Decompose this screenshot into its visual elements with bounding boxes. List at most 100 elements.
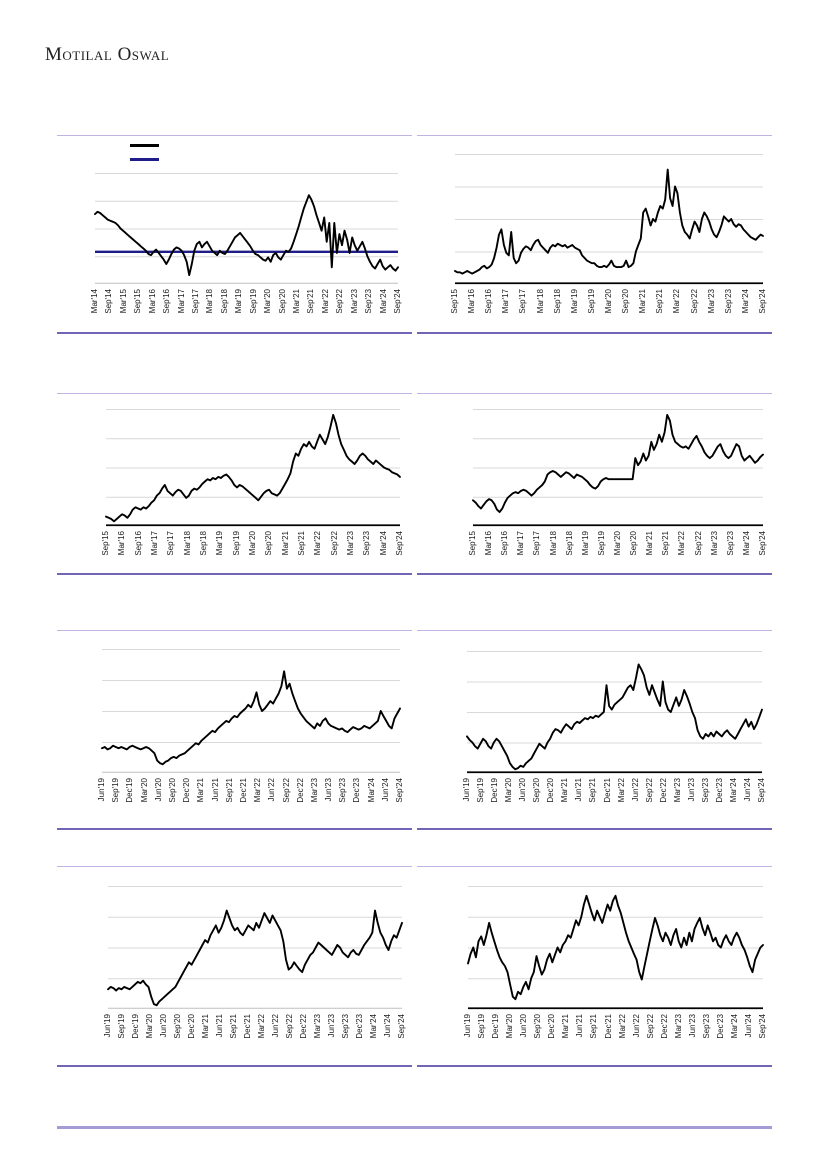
x-axis-label: Sep'21 bbox=[224, 778, 234, 803]
x-axis-label: Sep'23 bbox=[341, 1014, 350, 1039]
x-axis-label: Mar'23 bbox=[709, 531, 719, 556]
series-line bbox=[466, 663, 763, 771]
x-axis-label: Sep'23 bbox=[700, 778, 710, 803]
x-axis-label: Jun'21 bbox=[575, 1014, 585, 1038]
plot-area bbox=[105, 409, 401, 527]
x-axis-label: Jun'21 bbox=[215, 1014, 224, 1038]
x-axis-label: Sep'23 bbox=[338, 778, 348, 803]
x-axis-label: Sep'20 bbox=[621, 289, 631, 314]
x-axis-label: Mar'16 bbox=[467, 289, 477, 314]
x-axis-label: Mar'22 bbox=[257, 1014, 266, 1039]
x-axis-label: Jun'20 bbox=[159, 1014, 168, 1038]
x-axis-label: Dec'19 bbox=[490, 778, 500, 803]
x-axis-label: Dec'21 bbox=[603, 1014, 613, 1039]
x-axis-label: Sep'24 bbox=[757, 778, 766, 803]
x-axis-label: Sep'17 bbox=[532, 531, 542, 556]
x-axis-label: Mar'18 bbox=[182, 531, 192, 556]
x-axis-label: Mar'24 bbox=[378, 289, 388, 314]
x-axis-label: Jun'24 bbox=[743, 778, 752, 802]
x-axis-label: Mar'24 bbox=[740, 289, 750, 314]
x-axis-label: Sep'15 bbox=[133, 289, 143, 314]
x-axis-label: Mar'23 bbox=[672, 778, 682, 803]
plot-area bbox=[101, 649, 401, 773]
x-axis-label: Sep'21 bbox=[655, 289, 665, 314]
series-line bbox=[454, 168, 764, 275]
x-axis-label: Sep'18 bbox=[219, 289, 229, 314]
x-axis-label: Jun'19 bbox=[97, 778, 106, 802]
x-axis-label: Sep'20 bbox=[264, 531, 274, 556]
x-axis-label: Sep'21 bbox=[588, 778, 598, 803]
x-axis-label: Sep'21 bbox=[229, 1014, 238, 1039]
chart-panel-row4-left: Jun'19 Sep'19 Dec'19 Mar'20 Jun'20 Sep'20 Dec'… bbox=[57, 866, 412, 1067]
x-axis-label: Dec'22 bbox=[299, 1014, 308, 1039]
x-axis-label: Mar'20 bbox=[604, 289, 613, 314]
plot-area bbox=[107, 886, 403, 1009]
chart-panel-row4-right: Jun'19 Sep'19 Dec'19 Mar'20 Jun'20 Sep'20 Dec'… bbox=[417, 866, 772, 1067]
x-axis-label: Mar'23 bbox=[346, 531, 355, 556]
x-axis-label: Mar'23 bbox=[673, 1014, 683, 1039]
plot-area bbox=[472, 409, 764, 527]
x-axis-label: Sep'23 bbox=[362, 531, 372, 556]
x-axis-label: Sep'19 bbox=[586, 289, 596, 314]
series-line bbox=[107, 909, 403, 1007]
x-axis-label: Mar'21 bbox=[561, 1014, 571, 1039]
x-axis-label: Dec'23 bbox=[352, 778, 362, 803]
line-chart bbox=[454, 154, 764, 285]
x-axis-label: Mar'19 bbox=[580, 531, 590, 556]
x-axis-label: Jun'21 bbox=[574, 778, 584, 802]
x-axis-label: Sep'22 bbox=[285, 1014, 294, 1039]
x-axis-label: Dec'19 bbox=[131, 1014, 140, 1039]
x-axis-label: Dec'20 bbox=[182, 778, 192, 803]
x-axis-label: Sep'21 bbox=[661, 531, 671, 556]
x-axis-label: Mar'24 bbox=[366, 778, 376, 803]
x-axis-label: Mar'22 bbox=[672, 289, 682, 314]
x-axis-label: Mar'23 bbox=[706, 289, 716, 314]
x-axis-label: Jun'22 bbox=[267, 778, 277, 802]
x-axis-label: Jun'22 bbox=[271, 1014, 280, 1038]
x-axis-label: Mar'21 bbox=[560, 778, 570, 803]
series-line bbox=[101, 670, 401, 766]
x-axis-label: Sep'16 bbox=[484, 289, 494, 314]
x-axis-label: Dec'23 bbox=[355, 1014, 364, 1039]
plot-area bbox=[454, 154, 764, 285]
x-axis-label: Jun'23 bbox=[687, 1014, 697, 1038]
line-chart bbox=[105, 409, 401, 527]
x-axis-label: Mar'20 bbox=[139, 778, 149, 803]
plot-area bbox=[94, 173, 399, 284]
x-axis-label: Mar'22 bbox=[677, 531, 687, 556]
x-axis-label: Jun'19 bbox=[103, 1014, 112, 1038]
x-axis-label: Jun'23 bbox=[686, 778, 696, 802]
line-chart bbox=[466, 651, 763, 774]
line-chart bbox=[467, 886, 764, 1010]
plot-area bbox=[467, 886, 764, 1010]
x-axis-label: Mar'23 bbox=[309, 778, 319, 803]
x-axis-label: Sep'19 bbox=[477, 1014, 486, 1039]
x-axis-label: Sep'17 bbox=[166, 531, 176, 556]
line-chart bbox=[94, 173, 399, 284]
x-axis-label: Sep'22 bbox=[644, 778, 654, 803]
x-axis-label: Mar'21 bbox=[196, 778, 206, 803]
chart-panel-row3-right: Jun'19 Sep'19 Dec'19 Mar'20 Jun'20 Sep'20 Dec'… bbox=[417, 630, 772, 830]
x-axis-label: Jun'20 bbox=[518, 778, 528, 802]
x-axis-label: Jun'19 bbox=[463, 1014, 472, 1038]
x-axis-label: Sep'24 bbox=[395, 531, 404, 556]
x-axis-label: Sep'15 bbox=[101, 531, 110, 556]
x-axis-label: Mar'20 bbox=[263, 289, 273, 314]
x-axis-label: Dec'21 bbox=[238, 778, 248, 803]
x-axis-label: Sep'21 bbox=[306, 289, 316, 314]
x-axis-label: Mar'22 bbox=[616, 778, 626, 803]
x-axis-label: Mar'21 bbox=[292, 289, 301, 314]
line-chart bbox=[101, 649, 401, 773]
x-axis-label: Mar'17 bbox=[501, 289, 511, 314]
x-axis-label: Sep'16 bbox=[133, 531, 143, 556]
x-axis-label: Mar'21 bbox=[645, 531, 655, 556]
x-axis-label: Dec'20 bbox=[546, 778, 556, 803]
series-line bbox=[472, 413, 764, 513]
series-line bbox=[105, 413, 401, 523]
x-axis-label: Jun'22 bbox=[630, 778, 640, 802]
x-axis-label: Sep'18 bbox=[199, 531, 208, 556]
x-axis-label: Dec'23 bbox=[715, 1014, 725, 1039]
x-axis-label: Sep'20 bbox=[168, 778, 177, 803]
x-axis-label: Mar'16 bbox=[484, 531, 494, 556]
x-axis-labels: Sep'15 Mar'16 Sep'16 Mar'17 Sep'17 Mar'18 Sep'… bbox=[450, 287, 767, 335]
